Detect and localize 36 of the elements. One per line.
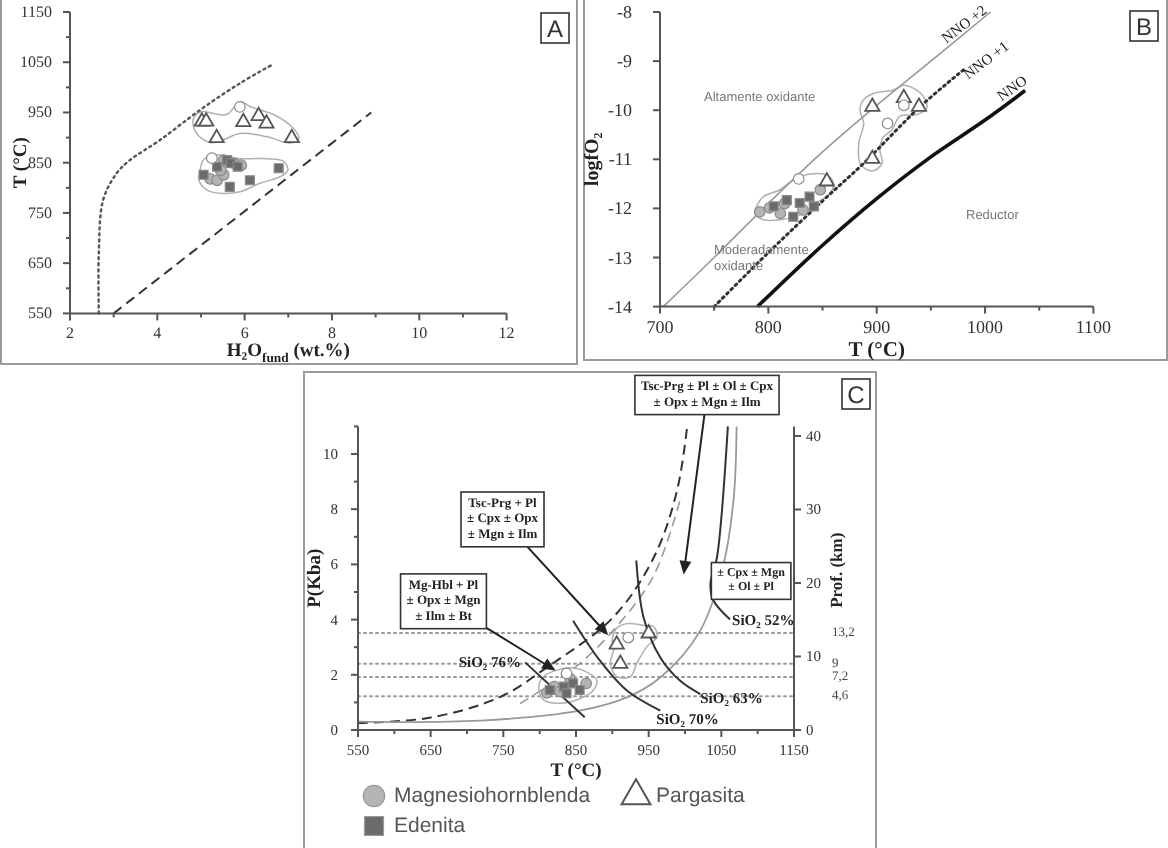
x-tick-label: 1000: [967, 316, 1005, 337]
text: C: [847, 381, 866, 409]
y-tick-label: 750: [28, 203, 52, 222]
y-tick-label: 650: [28, 254, 52, 273]
x-tick-label: 700: [646, 316, 675, 337]
y2-axis-title: Prof. (km): [826, 532, 846, 608]
x-tick-label: 900: [863, 316, 892, 337]
x-tick-label: 1100: [1075, 316, 1113, 337]
x-axis-title: T (°C): [848, 339, 906, 361]
y-tick-label: -14: [608, 296, 633, 317]
y-tick-label: 1150: [20, 3, 52, 21]
y-tick-label: -12: [608, 198, 632, 219]
y-tick-label: -9: [617, 51, 633, 72]
y-axis-title: logfO₂: [581, 132, 603, 187]
legend-label: Pargasita: [656, 784, 746, 808]
legend-label: Edenita: [394, 814, 466, 838]
x-tick-label: 12: [498, 324, 515, 343]
x-tick-label: 6: [240, 324, 249, 343]
text: A: [546, 15, 564, 43]
y-tick-label: -11: [608, 149, 632, 170]
x-axis-title: H₂O$_{fund}$ (wt.%): [226, 342, 350, 366]
y-tick-label: 550: [28, 304, 52, 323]
x-axis-title: T (°C): [550, 762, 602, 782]
y-tick-label: -10: [608, 100, 633, 121]
x-tick-label: 800: [754, 316, 783, 337]
legend-label: Magnesiohornblenda: [394, 784, 591, 808]
y-tick-label: -8: [617, 2, 633, 22]
y-tick-label: 1050: [20, 53, 52, 72]
x-tick-label: 4: [153, 324, 162, 343]
y-tick-label: 950: [28, 103, 52, 122]
x-tick-label: 10: [411, 324, 428, 343]
y-axis-title: P(Kba): [306, 548, 326, 608]
y-tick-label: 850: [28, 153, 52, 172]
y-tick-label: -13: [608, 247, 633, 268]
x-tick-label: 2: [66, 324, 74, 343]
text: B: [1135, 13, 1153, 41]
